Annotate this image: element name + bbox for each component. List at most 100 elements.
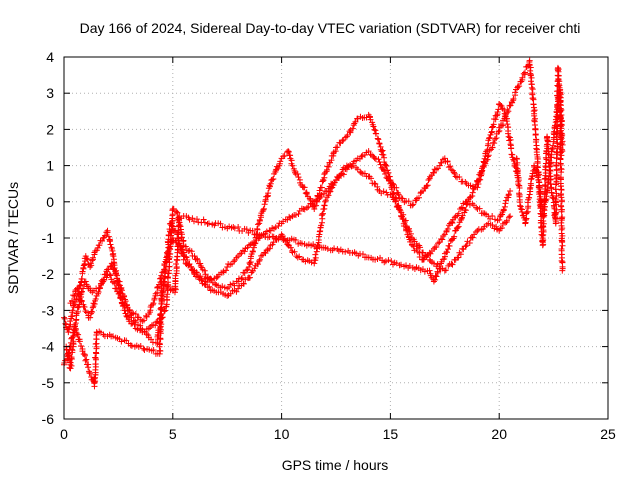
data-points <box>61 57 566 390</box>
y-tick-label: -6 <box>42 411 55 427</box>
data-point <box>162 258 169 265</box>
data-point <box>89 308 96 315</box>
data-point <box>327 159 334 166</box>
data-point <box>75 293 82 300</box>
data-point <box>270 233 277 240</box>
data-point <box>269 176 276 183</box>
data-point <box>233 288 240 295</box>
data-point <box>201 267 208 274</box>
data-point <box>164 251 171 258</box>
x-axis-label: GPS time / hours <box>282 457 389 473</box>
data-point <box>529 170 536 177</box>
data-point <box>489 144 496 151</box>
data-point <box>532 131 539 138</box>
data-point <box>376 158 383 165</box>
data-point <box>502 113 509 120</box>
data-point <box>285 148 292 155</box>
data-point <box>326 183 333 190</box>
data-point <box>469 234 476 241</box>
data-point <box>200 216 207 223</box>
data-point <box>212 281 219 288</box>
data-point <box>335 175 342 182</box>
data-point <box>443 249 450 256</box>
data-point <box>483 157 490 164</box>
data-point <box>528 182 535 189</box>
data-point <box>494 108 501 115</box>
data-point <box>70 302 77 309</box>
data-point <box>466 239 473 246</box>
data-point <box>137 342 144 349</box>
data-point <box>294 171 301 178</box>
data-point <box>116 290 123 297</box>
data-point <box>493 135 500 142</box>
data-point <box>549 142 556 149</box>
data-point <box>473 204 480 211</box>
data-point <box>173 264 180 271</box>
data-point <box>76 338 83 345</box>
data-point <box>517 202 524 209</box>
data-point <box>265 190 272 197</box>
data-point <box>478 168 485 175</box>
data-point <box>455 210 462 217</box>
data-point <box>433 243 440 250</box>
data-point <box>398 213 405 220</box>
data-point <box>399 215 406 222</box>
data-point <box>263 228 270 235</box>
data-point <box>88 308 95 315</box>
data-point <box>202 271 209 278</box>
data-point <box>294 254 301 261</box>
data-point <box>557 108 564 115</box>
y-tick-label: 3 <box>46 85 54 101</box>
data-point <box>235 223 242 230</box>
data-point <box>89 257 96 264</box>
data-point <box>374 256 381 263</box>
data-point <box>240 280 247 287</box>
data-point <box>459 212 466 219</box>
data-point <box>402 217 409 224</box>
data-point <box>425 177 432 184</box>
data-point <box>455 223 462 230</box>
data-point <box>527 71 534 78</box>
grid-lines <box>64 57 608 419</box>
data-point <box>410 243 417 250</box>
data-point <box>472 229 479 236</box>
data-point <box>545 176 552 183</box>
data-point <box>398 261 405 268</box>
data-point <box>292 237 299 244</box>
data-point <box>383 162 390 169</box>
data-point <box>507 213 514 220</box>
data-point <box>275 236 282 243</box>
data-point <box>469 192 476 199</box>
data-point <box>220 269 227 276</box>
data-point <box>148 336 155 343</box>
data-point <box>85 364 92 371</box>
data-point <box>365 148 372 155</box>
data-point <box>173 208 180 215</box>
data-point <box>165 232 172 239</box>
data-point <box>469 189 476 196</box>
data-point <box>83 255 90 262</box>
data-point <box>438 235 445 242</box>
data-point <box>478 172 485 179</box>
data-point <box>558 208 565 215</box>
data-point <box>188 248 195 255</box>
data-point <box>421 268 428 275</box>
data-point <box>224 292 231 299</box>
data-point <box>145 325 152 332</box>
data-point <box>423 183 430 190</box>
data-point <box>75 285 82 292</box>
data-point <box>525 194 532 201</box>
data-point <box>441 155 448 162</box>
data-point <box>442 267 449 274</box>
data-point <box>545 145 552 152</box>
data-point <box>166 244 173 251</box>
data-point <box>529 173 536 180</box>
data-point <box>559 242 566 249</box>
data-point <box>395 191 402 198</box>
y-tick-label: 4 <box>46 49 54 65</box>
data-point <box>319 211 326 218</box>
data-point <box>305 203 312 210</box>
data-point <box>67 318 74 325</box>
data-point <box>548 159 555 166</box>
data-point <box>254 221 261 228</box>
